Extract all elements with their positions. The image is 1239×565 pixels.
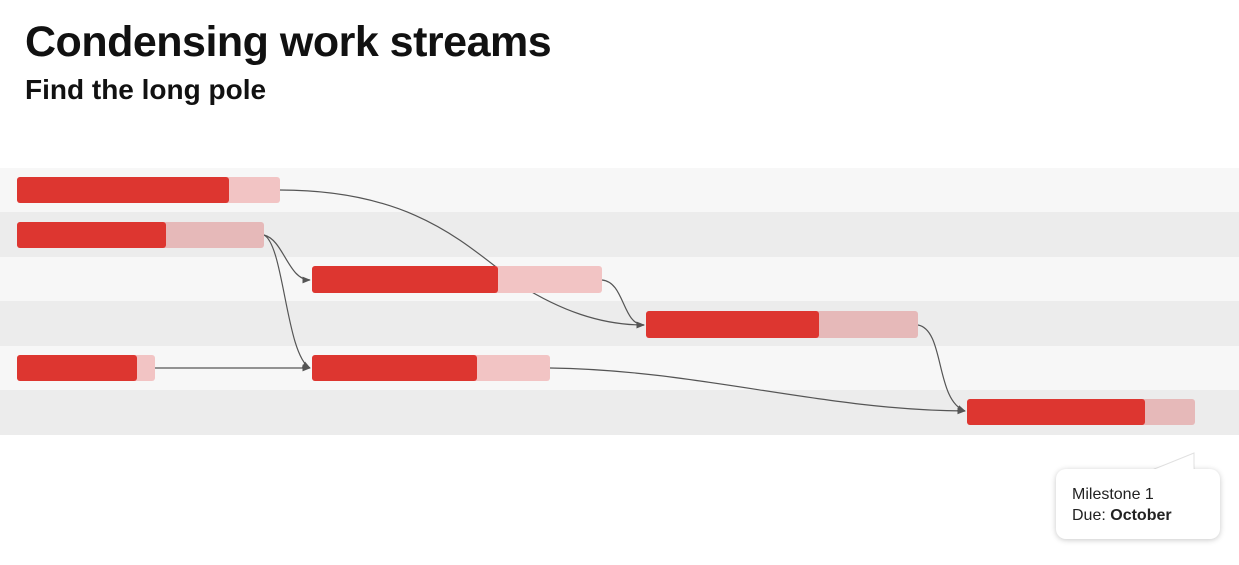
task-bar [967,399,1195,425]
task-bar [17,222,264,248]
due-value: October [1110,507,1172,524]
dependency-arrow [263,234,311,284]
swimlanes [0,168,1239,435]
task-bar-done [312,266,498,293]
task-bars [17,177,1195,425]
task-bar-done [17,177,229,203]
page-subtitle: Find the long pole [25,74,267,105]
task-bar-done [312,355,477,381]
dependency-arrow [917,324,966,412]
due-label: Due: [1072,507,1106,524]
lane-3 [0,257,1239,301]
task-bar [312,266,602,293]
dependency-arrow [549,367,966,415]
callout-bubble [1056,469,1220,539]
callout-text: Milestone 1 Due: October [1072,484,1172,526]
task-bar-done [967,399,1145,425]
dependency-arrow [263,234,311,369]
milestone-label: Milestone 1 [1072,486,1154,503]
dependency-arrow [601,279,645,329]
task-bar [17,355,155,381]
task-bar-done [17,222,166,248]
task-bar-done [17,355,137,381]
task-bar [312,355,550,381]
task-bar-done [646,311,819,338]
task-bar [17,177,280,203]
task-bar [646,311,918,338]
milestone-callout: Milestone 1 Due: October [1056,452,1220,539]
milestone-due: Due: October [1072,505,1172,526]
callout-tail-icon [1150,452,1196,472]
page-title: Condensing work streams [25,18,552,66]
